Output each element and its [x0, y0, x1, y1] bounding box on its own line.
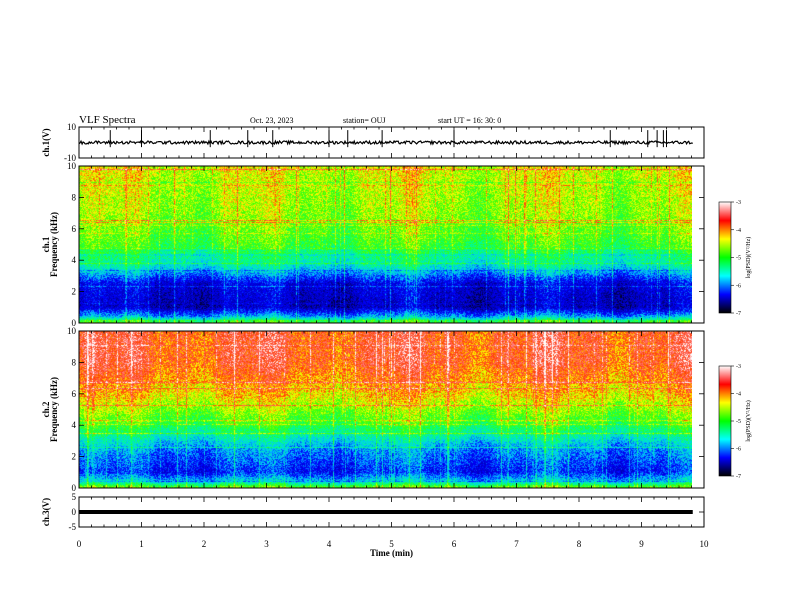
station-text: station= OUJ: [343, 116, 386, 125]
colorbar-label: log(PSD)(V²/Hz): [745, 400, 752, 441]
figure-title: VLF Spectra: [79, 114, 136, 126]
x-tick-label: 3: [264, 539, 269, 549]
y-tick-label: 10: [67, 122, 77, 132]
y-tick-label: 2: [72, 452, 77, 462]
x-tick-label: 7: [514, 539, 519, 549]
x-tick-label: 8: [577, 539, 582, 549]
colorbar-tick-label: -7: [736, 311, 741, 317]
colorbar-tick-label: -7: [736, 474, 741, 480]
colorbar-gradient: [718, 201, 732, 314]
y-tick-label: 8: [72, 357, 77, 367]
y-axis-label: Frequency (kHz): [49, 212, 59, 277]
y-tick-label: 4: [72, 255, 77, 265]
y-tick-label: 10: [67, 326, 77, 336]
y-tick-label: 0: [72, 318, 77, 328]
y-tick-label: 10: [67, 161, 77, 171]
y-axis-label: Frequency (kHz): [49, 377, 59, 442]
colorbar-tick-label: -5: [736, 419, 741, 425]
x-tick-label: 0: [77, 539, 82, 549]
y-tick-label: 6: [72, 224, 77, 234]
colorbar-tick-label: -6: [736, 447, 741, 453]
colorbar-tick-label: -5: [736, 256, 741, 262]
ch2-spectrogram-image: [79, 331, 692, 488]
start-time-text: start UT = 16: 30: 0: [438, 116, 501, 125]
colorbar-gradient: [718, 365, 732, 477]
y-tick-label: 5: [72, 492, 77, 502]
y-axis-label: ch.3(V): [41, 498, 51, 526]
y-axis-label: ch.1: [41, 236, 51, 252]
ch1-colorbar: -3 -4 -5 -6 -7 log(PSD)(V²/Hz): [718, 200, 752, 317]
y-tick-label: 6: [72, 389, 77, 399]
colorbar-tick-label: -6: [736, 283, 741, 289]
x-tick-label: 4: [327, 539, 332, 549]
ch1-waveform-panel: 10 -10 ch.1(V): [41, 122, 705, 163]
y-axis-label: ch.2: [41, 401, 51, 417]
ch1-spectrogram-image: [79, 166, 692, 323]
x-tick-label: 2: [202, 539, 207, 549]
colorbar-tick-label: -4: [736, 228, 741, 234]
y-tick-label: 4: [72, 420, 77, 430]
colorbar-label: log(PSD)(V²/Hz): [745, 237, 752, 278]
y-axis-label: ch.1(V): [41, 128, 51, 156]
x-tick-label: 6: [452, 539, 457, 549]
y-tick-label: 0: [72, 507, 77, 517]
y-tick-label: 8: [72, 192, 77, 202]
colorbar-tick-label: -3: [736, 364, 741, 370]
colorbar-tick-label: -3: [736, 200, 741, 206]
date-text: Oct. 23, 2023: [250, 116, 294, 125]
y-tick-label: -5: [69, 522, 77, 532]
ch1-trace: [78, 139, 693, 146]
y-tick-label: -10: [64, 153, 76, 163]
x-tick-label: 5: [389, 539, 394, 549]
colorbar-tick-label: -4: [736, 392, 741, 398]
y-tick-label: 2: [72, 287, 77, 297]
y-tick-label: 0: [72, 483, 77, 493]
ch2-colorbar: -3 -4 -5 -6 -7 log(PSD)(V²/Hz): [718, 364, 752, 480]
x-tick-label: 9: [639, 539, 644, 549]
x-tick-label: 1: [139, 539, 144, 549]
x-tick-label: 10: [700, 539, 710, 549]
x-axis-label: Time (min): [370, 548, 413, 558]
